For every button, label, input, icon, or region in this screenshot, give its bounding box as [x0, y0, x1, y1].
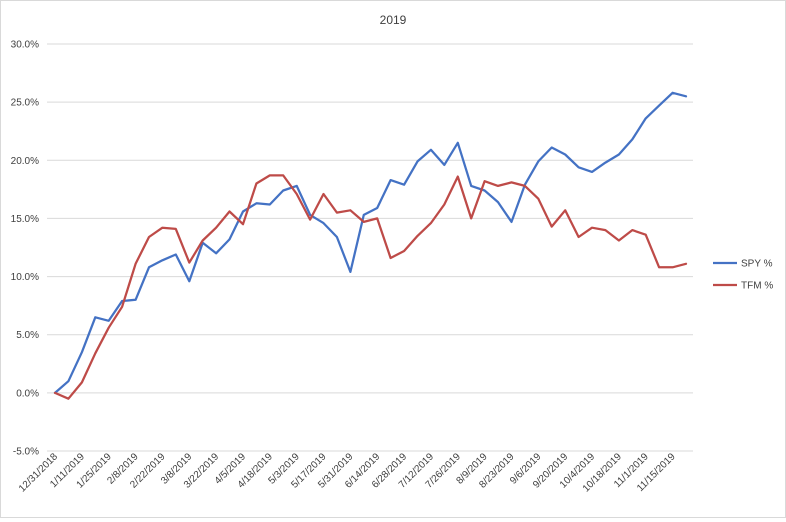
legend: SPY % TFM %	[713, 259, 773, 292]
grid-lines	[47, 43, 693, 452]
y-tick-label: 25.0%	[11, 98, 39, 109]
y-tick-label: 15.0%	[11, 214, 39, 225]
series-line-spy	[53, 91, 688, 395]
y-tick-label: -5.0%	[13, 447, 39, 458]
x-axis-ticks: 12/31/20181/11/20191/25/20192/8/20192/22…	[17, 451, 678, 494]
y-tick-label: 5.0%	[16, 330, 39, 341]
legend-label: TFM %	[741, 281, 773, 292]
series-lines	[53, 91, 688, 400]
y-tick-label: 10.0%	[11, 272, 39, 283]
legend-label: SPY %	[741, 259, 773, 270]
chart-title: 2019	[380, 13, 407, 27]
series-line-tfm	[53, 174, 688, 400]
y-tick-label: 30.0%	[11, 40, 39, 51]
y-tick-label: 0.0%	[16, 388, 39, 399]
y-axis-ticks: -5.0% 0.0% 5.0% 10.0% 15.0% 20.0% 25.0% 30.0%	[11, 40, 39, 458]
y-tick-label: 20.0%	[11, 156, 39, 167]
